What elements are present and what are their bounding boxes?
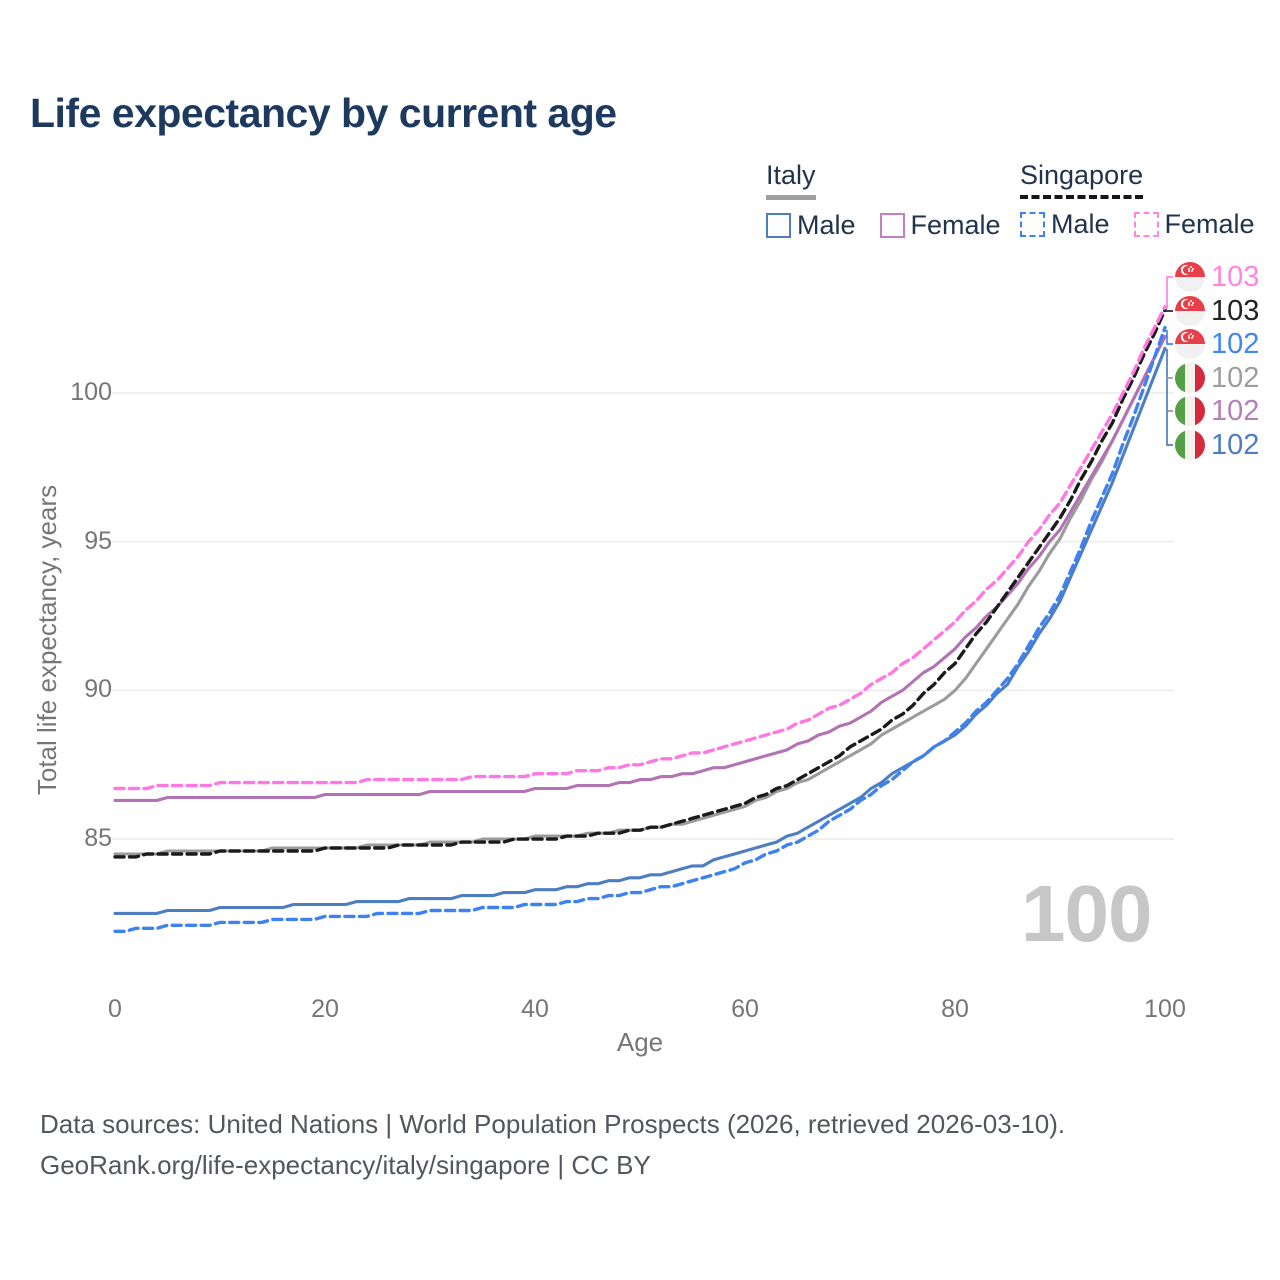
leader-line bbox=[1165, 276, 1173, 309]
legend-item-italy-male[interactable]: Male bbox=[766, 210, 856, 241]
end-label: 102 bbox=[1175, 362, 1259, 394]
x-tick-label-100: 100 bbox=[1144, 995, 1186, 1023]
legend-item-italy-female[interactable]: Female bbox=[879, 210, 1001, 241]
series-line-singapore-total[interactable] bbox=[113, 308, 1167, 859]
end-label-value: 103 bbox=[1211, 260, 1260, 293]
end-label: 102 bbox=[1175, 429, 1259, 461]
footer-line1: Data sources: United Nations | World Pop… bbox=[40, 1109, 1066, 1139]
legend-item-label: Female bbox=[1164, 209, 1255, 239]
footer: Data sources: United Nations | World Pop… bbox=[40, 1104, 1065, 1186]
y-tick-label-100: 100 bbox=[70, 378, 112, 406]
legend-item-singapore-male[interactable]: Male bbox=[1020, 209, 1110, 240]
legend-item-label: Female bbox=[910, 210, 1001, 240]
end-label-value: 102 bbox=[1211, 394, 1260, 427]
y-axis-title: Total life expectancy, years bbox=[32, 484, 62, 796]
x-tick-label-40: 40 bbox=[521, 995, 549, 1023]
x-tick-label-20: 20 bbox=[311, 995, 339, 1023]
end-label-value: 102 bbox=[1211, 327, 1260, 360]
end-label: 103 bbox=[1175, 261, 1259, 293]
series-line-italy-female[interactable] bbox=[113, 334, 1167, 802]
end-label-value: 102 bbox=[1211, 361, 1260, 394]
leader-line bbox=[1166, 349, 1173, 446]
legend-country-italy[interactable]: Italy bbox=[766, 160, 816, 200]
legend-swatch-italy-male-icon bbox=[766, 213, 791, 238]
legend-item-label: Male bbox=[1051, 209, 1110, 239]
italy-flag-icon bbox=[1175, 430, 1205, 460]
legend-swatch-singapore-male-icon bbox=[1020, 212, 1045, 237]
x-axis-title: Age bbox=[616, 1027, 664, 1057]
legend-item-label: Male bbox=[797, 210, 856, 240]
singapore-flag-icon bbox=[1175, 329, 1205, 359]
y-tick-label-90: 90 bbox=[84, 675, 112, 704]
x-tick-label-0: 0 bbox=[108, 995, 122, 1023]
end-label: 102 bbox=[1175, 328, 1259, 360]
series-line-singapore-male[interactable] bbox=[113, 325, 1167, 933]
italy-flag-icon bbox=[1175, 363, 1205, 393]
leader-line bbox=[1165, 330, 1173, 345]
y-tick-label-95: 95 bbox=[84, 526, 112, 555]
series-line-singapore-female[interactable] bbox=[113, 305, 1167, 791]
series-line-italy-male[interactable] bbox=[113, 346, 1167, 915]
age-watermark: 100 bbox=[1021, 869, 1152, 958]
legend-group-italy: Italy Male Female bbox=[766, 160, 1025, 241]
footer-line2: GeoRank.org/life-expectancy/italy/singap… bbox=[40, 1150, 651, 1180]
y-tick-label-85: 85 bbox=[84, 824, 112, 853]
legend-swatch-italy-female-icon bbox=[879, 213, 905, 238]
singapore-flag-icon bbox=[1175, 296, 1205, 326]
end-label: 102 bbox=[1175, 395, 1259, 427]
singapore-flag-icon bbox=[1175, 262, 1205, 292]
end-label: 103 bbox=[1175, 295, 1259, 327]
legend-group-singapore: Singapore Male Female bbox=[1020, 160, 1279, 240]
legend-country-singapore[interactable]: Singapore bbox=[1020, 160, 1144, 199]
end-label-value: 102 bbox=[1211, 428, 1260, 461]
legend-item-singapore-female[interactable]: Female bbox=[1133, 209, 1255, 240]
x-tick-label-60: 60 bbox=[731, 995, 759, 1023]
italy-flag-icon bbox=[1175, 396, 1205, 426]
page-title: Life expectancy by current age bbox=[30, 90, 617, 136]
legend-swatch-singapore-female-icon bbox=[1133, 212, 1159, 237]
end-label-value: 103 bbox=[1211, 294, 1260, 327]
x-tick-label-80: 80 bbox=[941, 995, 969, 1023]
